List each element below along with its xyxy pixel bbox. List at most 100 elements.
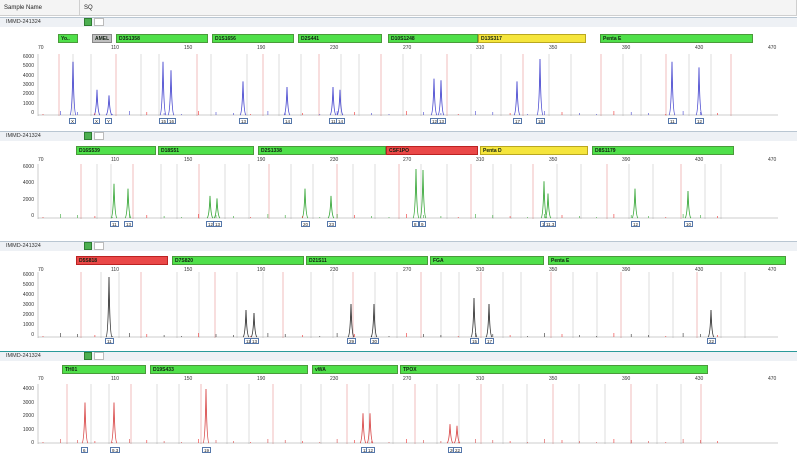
allele-call-label[interactable]: 29 bbox=[347, 338, 357, 344]
marker-bin[interactable]: D21S11 bbox=[306, 256, 428, 265]
allele-call-label[interactable]: 30 bbox=[370, 338, 380, 344]
allele-call-label[interactable]: 17 bbox=[513, 118, 523, 124]
check-icon[interactable] bbox=[84, 132, 92, 140]
bp-tick-label: 390 bbox=[622, 157, 631, 163]
allele-call-label[interactable]: Y bbox=[105, 118, 113, 124]
bp-tick-label: 310 bbox=[476, 45, 485, 51]
marker-bin[interactable]: D16S539 bbox=[76, 146, 156, 155]
allele-bin bbox=[522, 54, 524, 116]
marker-bin[interactable]: D13S317 bbox=[478, 34, 586, 43]
sample-name-column-header[interactable]: Sample Name bbox=[0, 0, 80, 15]
peak bbox=[419, 169, 427, 219]
allele-call-label[interactable]: 22 bbox=[707, 338, 717, 344]
allele-call-label[interactable]: 11 bbox=[668, 118, 677, 124]
allele-call-label[interactable]: 13 bbox=[250, 338, 260, 344]
allele-bin bbox=[526, 384, 528, 444]
allele-call-label[interactable]: 16 bbox=[167, 118, 177, 124]
allele-bin bbox=[604, 384, 606, 444]
allele-call-label[interactable]: 10 bbox=[684, 221, 694, 227]
allele-call-label[interactable]: 14 bbox=[283, 118, 293, 124]
toggle-box[interactable] bbox=[94, 242, 104, 250]
marker-bin[interactable]: vWA bbox=[312, 365, 398, 374]
allele-call-label[interactable]: 9.3 bbox=[110, 447, 121, 453]
allele-bin bbox=[420, 54, 422, 116]
toggle-box[interactable] bbox=[94, 18, 104, 26]
marker-bin[interactable]: D3S1358 bbox=[116, 34, 208, 43]
marker-bin[interactable]: Yo.. bbox=[58, 34, 78, 43]
allele-bin bbox=[262, 54, 264, 116]
trace-plot bbox=[37, 164, 778, 219]
marker-bin[interactable]: TPOX bbox=[400, 365, 708, 374]
allele-call-label[interactable]: 9 bbox=[419, 221, 426, 227]
marker-bin[interactable]: Penta E bbox=[548, 256, 786, 265]
allele-bin bbox=[374, 272, 376, 338]
check-icon[interactable] bbox=[84, 242, 92, 250]
allele-call-label[interactable]: 22 bbox=[453, 447, 463, 453]
marker-bin[interactable]: D5S818 bbox=[76, 256, 168, 265]
marker-bin[interactable]: Penta E bbox=[600, 34, 753, 43]
allele-bin bbox=[710, 54, 712, 116]
allele-call-label[interactable]: X bbox=[69, 118, 77, 124]
marker-bin[interactable]: D2S1338 bbox=[258, 146, 386, 155]
bp-tick-label: 390 bbox=[622, 267, 631, 273]
allele-bin bbox=[656, 384, 658, 444]
allele-call-label[interactable]: 18 bbox=[536, 118, 546, 124]
marker-bin[interactable]: TH01 bbox=[62, 365, 146, 374]
peak bbox=[124, 188, 132, 219]
allele-call-label[interactable]: 12 bbox=[695, 118, 705, 124]
allele-bin bbox=[720, 164, 722, 219]
allele-call-label[interactable]: 14 bbox=[336, 118, 346, 124]
allele-call-label[interactable]: 12 bbox=[631, 221, 641, 227]
marker-bin[interactable]: FGA bbox=[430, 256, 544, 265]
allele-call-label[interactable]: 6 bbox=[81, 447, 88, 453]
marker-bin[interactable]: D1S1656 bbox=[212, 34, 294, 43]
marker-bin[interactable]: D19S433 bbox=[150, 365, 308, 374]
allele-bin bbox=[630, 384, 632, 444]
allele-call-label[interactable]: 11 bbox=[105, 338, 114, 344]
allele-call-label[interactable]: 13 bbox=[239, 118, 249, 124]
marker-bin[interactable]: AMEL bbox=[92, 34, 112, 43]
allele-call-label[interactable]: 13 bbox=[213, 221, 223, 227]
allele-bin bbox=[480, 384, 482, 444]
marker-bin[interactable]: Penta D bbox=[480, 146, 588, 155]
y-tick-label: 4000 bbox=[22, 292, 34, 298]
allele-bin bbox=[600, 54, 602, 116]
allele-call-label[interactable]: 12 bbox=[366, 447, 376, 453]
allele-bin bbox=[100, 272, 102, 338]
allele-call-label[interactable]: 8 bbox=[412, 221, 419, 227]
marker-bin[interactable]: D8S1179 bbox=[592, 146, 734, 155]
marker-bin[interactable]: D7S820 bbox=[172, 256, 304, 265]
allele-bin bbox=[66, 384, 68, 444]
allele-bin bbox=[290, 164, 292, 219]
check-icon[interactable] bbox=[84, 18, 92, 26]
allele-bin bbox=[396, 272, 398, 338]
allele-bin bbox=[262, 272, 264, 338]
allele-call-label[interactable]: 20 bbox=[301, 221, 311, 227]
marker-bin[interactable]: D18S51 bbox=[158, 146, 254, 155]
bp-tick-label: 430 bbox=[695, 45, 704, 51]
sq-column-header[interactable]: SQ bbox=[80, 0, 797, 15]
peak bbox=[668, 61, 676, 116]
allele-bin bbox=[580, 164, 582, 219]
marker-bin[interactable]: D10S1248 bbox=[388, 34, 478, 43]
allele-call-label[interactable]: 19 bbox=[202, 447, 212, 453]
allele-call-label[interactable]: 11.3 bbox=[544, 221, 557, 227]
y-tick-label: 3000 bbox=[22, 302, 34, 308]
allele-bin bbox=[300, 54, 302, 116]
sample-label: IMMD-241324 bbox=[6, 243, 41, 249]
allele-call-label[interactable]: 15 bbox=[470, 338, 480, 344]
allele-bin bbox=[548, 54, 550, 116]
marker-bin[interactable]: CSF1PO bbox=[386, 146, 478, 155]
allele-bin bbox=[440, 272, 442, 338]
allele-call-label[interactable]: 17 bbox=[485, 338, 495, 344]
allele-call-label[interactable]: 13 bbox=[124, 221, 134, 227]
marker-bin[interactable]: D2S441 bbox=[298, 34, 382, 43]
allele-call-label[interactable]: X bbox=[93, 118, 101, 124]
toggle-box[interactable] bbox=[94, 132, 104, 140]
toggle-box[interactable] bbox=[94, 352, 104, 360]
allele-call-label[interactable]: 13 bbox=[437, 118, 447, 124]
allele-call-label[interactable]: 23 bbox=[327, 221, 337, 227]
check-icon[interactable] bbox=[84, 352, 92, 360]
allele-call-label[interactable]: 11 bbox=[110, 221, 119, 227]
peak bbox=[412, 168, 420, 219]
